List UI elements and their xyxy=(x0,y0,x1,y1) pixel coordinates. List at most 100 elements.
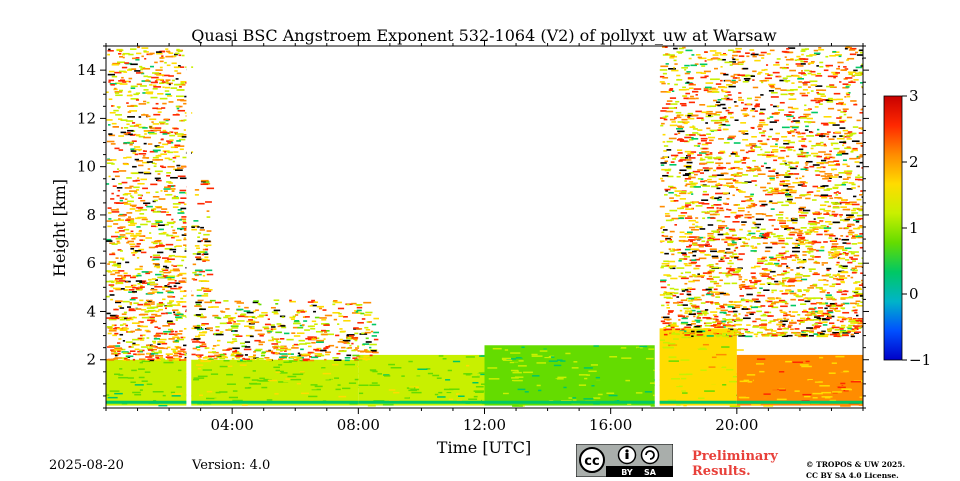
noise-cell xyxy=(121,66,128,69)
noise-cell xyxy=(317,354,323,357)
noise-cell xyxy=(277,325,281,328)
layer-texture-cell xyxy=(274,393,279,395)
noise-cell xyxy=(678,88,687,91)
noise-cell xyxy=(743,74,750,77)
layer-texture-cell xyxy=(722,332,730,335)
layer-texture-cell xyxy=(532,375,540,377)
noise-cell xyxy=(719,305,725,307)
layer-texture-cell xyxy=(310,384,318,386)
noise-cell xyxy=(669,54,675,56)
noise-cell xyxy=(157,92,164,95)
noise-cell xyxy=(828,138,835,141)
noise-cell xyxy=(707,235,714,237)
noise-cell xyxy=(143,172,152,175)
noise-cell xyxy=(829,302,837,305)
noise-cell xyxy=(281,355,288,357)
noise-cell xyxy=(153,337,160,340)
noise-cell xyxy=(165,93,171,96)
noise-cell xyxy=(782,331,788,334)
layer-texture-cell xyxy=(301,392,310,395)
noise-cell xyxy=(846,138,852,140)
noise-cell xyxy=(194,189,200,191)
noise-cell xyxy=(728,318,734,321)
layer-texture-cell xyxy=(667,372,671,374)
noise-cell xyxy=(182,351,188,353)
layer-texture-cell xyxy=(410,388,420,391)
noise-cell xyxy=(860,82,863,84)
layer-texture-cell xyxy=(490,390,495,393)
noise-cell xyxy=(750,147,753,149)
noise-cell xyxy=(661,82,666,85)
noise-cell xyxy=(729,255,735,258)
noise-cell xyxy=(671,69,679,72)
layer-texture-cell xyxy=(361,375,367,378)
layer-texture-cell xyxy=(369,369,377,371)
noise-cell xyxy=(812,164,820,166)
layer-texture-cell xyxy=(325,378,333,381)
noise-cell xyxy=(152,87,158,90)
layer-texture-cell xyxy=(131,369,137,372)
layer-texture-cell xyxy=(372,370,378,373)
noise-cell xyxy=(738,92,742,94)
noise-cell xyxy=(694,275,703,278)
noise-cell xyxy=(855,178,861,181)
noise-cell xyxy=(689,83,694,85)
noise-cell xyxy=(807,297,815,299)
noise-cell xyxy=(352,357,358,360)
noise-cell xyxy=(722,233,730,236)
layer-texture-cell xyxy=(595,376,601,379)
noise-cell xyxy=(161,342,168,345)
noise-cell xyxy=(151,241,155,244)
noise-cell xyxy=(296,343,300,346)
noise-cell xyxy=(685,92,691,95)
noise-cell xyxy=(683,95,687,98)
noise-cell xyxy=(827,205,832,208)
noise-cell xyxy=(152,211,161,213)
noise-cell xyxy=(767,283,771,286)
noise-cell xyxy=(777,201,784,204)
noise-cell xyxy=(106,317,113,319)
noise-cell xyxy=(725,98,733,101)
noise-cell xyxy=(690,137,694,139)
noise-cell xyxy=(760,236,768,239)
noise-cell xyxy=(779,183,787,185)
noise-cell xyxy=(809,223,818,226)
noise-cell xyxy=(121,348,126,351)
noise-cell xyxy=(371,323,377,326)
layer-texture-cell xyxy=(598,395,608,397)
noise-cell xyxy=(741,60,746,63)
noise-cell xyxy=(747,238,750,241)
noise-cell xyxy=(126,94,133,97)
noise-cell xyxy=(183,358,187,360)
noise-cell xyxy=(756,262,764,265)
noise-cell xyxy=(668,191,674,194)
noise-cell xyxy=(734,161,740,164)
noise-cell xyxy=(276,323,282,325)
layer-texture-cell xyxy=(839,385,845,388)
noise-cell xyxy=(174,53,178,56)
noise-cell xyxy=(196,355,200,358)
noise-cell xyxy=(835,72,840,74)
noise-cell xyxy=(734,268,742,270)
noise-cell xyxy=(730,256,734,259)
noise-cell xyxy=(156,107,162,110)
noise-cell xyxy=(120,288,125,290)
noise-cell xyxy=(783,139,791,142)
noise-cell xyxy=(122,53,125,56)
noise-cell xyxy=(836,67,841,70)
noise-cell xyxy=(741,221,747,223)
layer-texture-cell xyxy=(514,376,524,378)
noise-cell xyxy=(153,129,162,132)
layer-texture-cell xyxy=(218,391,228,393)
noise-cell xyxy=(732,179,737,181)
noise-cell xyxy=(849,201,857,204)
noise-cell xyxy=(164,259,170,262)
noise-cell xyxy=(842,249,848,252)
noise-cell xyxy=(689,288,696,291)
noise-cell xyxy=(275,303,279,305)
noise-cell xyxy=(118,280,126,282)
noise-cell xyxy=(236,354,244,357)
layer-texture-cell xyxy=(168,366,177,368)
noise-cell xyxy=(144,133,147,135)
noise-cell xyxy=(834,275,837,277)
